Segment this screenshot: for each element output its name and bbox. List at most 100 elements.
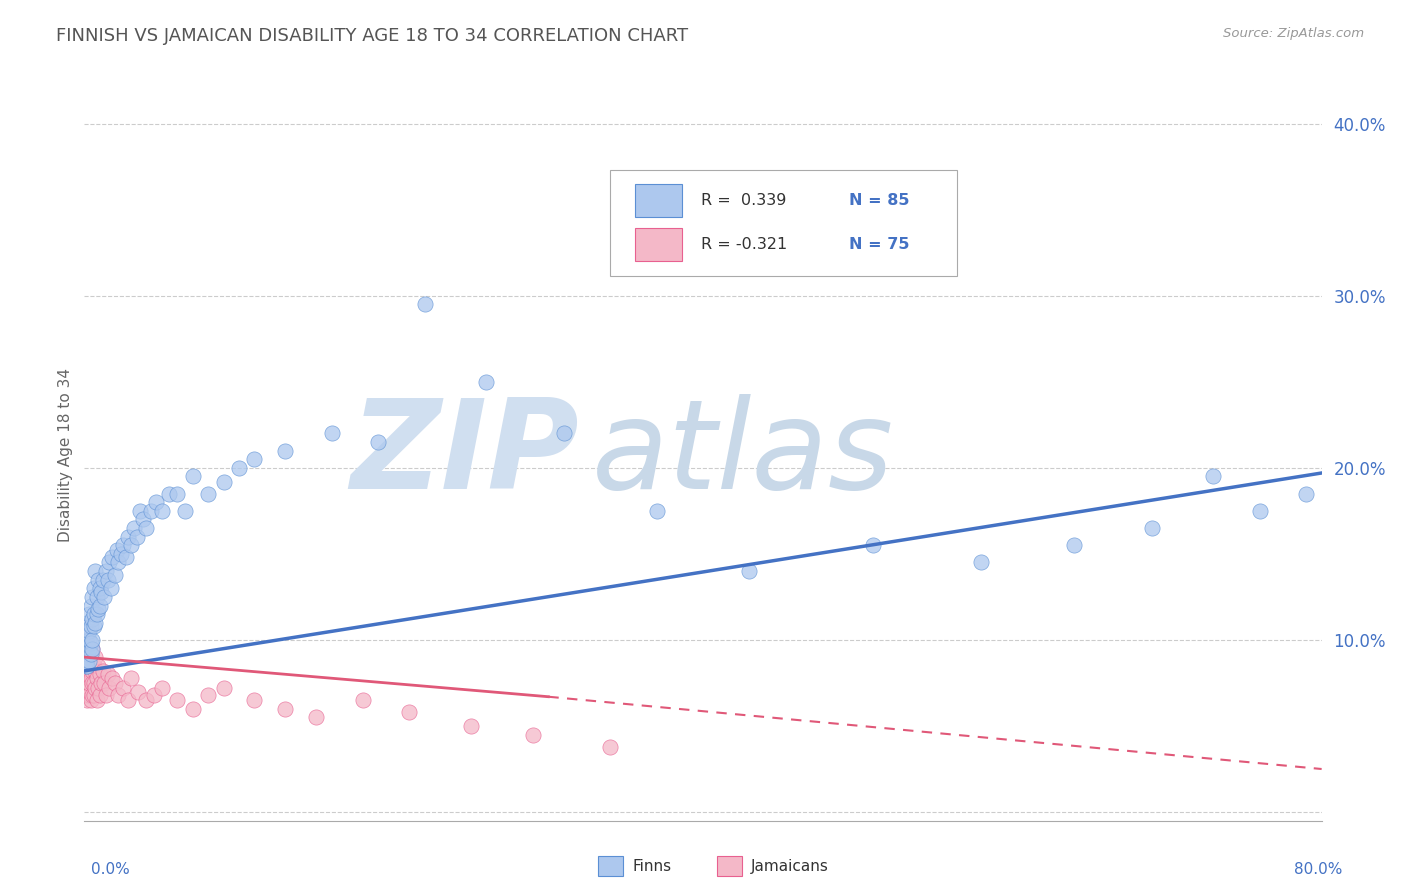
- Point: [181, 469, 204, 483]
- Point: [90, 676, 112, 690]
- Point: [1140, 521, 1163, 535]
- Point: [104, 676, 127, 690]
- Point: [105, 543, 128, 558]
- Point: [75, 667, 97, 681]
- Point: [86, 671, 108, 685]
- Point: [89, 582, 111, 596]
- Point: [76, 658, 98, 673]
- Point: [862, 538, 884, 552]
- Point: [522, 728, 544, 742]
- Point: [135, 521, 157, 535]
- Point: [77, 671, 100, 685]
- Point: [1249, 504, 1271, 518]
- Point: [87, 573, 110, 587]
- Point: [76, 636, 98, 650]
- Point: [96, 573, 118, 587]
- Point: [83, 688, 105, 702]
- Point: [75, 641, 97, 656]
- Point: [76, 693, 98, 707]
- Point: [243, 452, 266, 467]
- Point: [145, 495, 167, 509]
- Point: [76, 615, 98, 630]
- Point: [77, 632, 100, 647]
- Point: [86, 693, 108, 707]
- Point: [107, 556, 129, 570]
- Text: Finns: Finns: [633, 859, 672, 873]
- Point: [77, 641, 100, 656]
- Point: [159, 486, 180, 500]
- Point: [243, 693, 266, 707]
- Point: [738, 564, 761, 578]
- Point: [90, 584, 112, 599]
- Point: [75, 658, 97, 673]
- Point: [76, 681, 98, 695]
- Point: [1388, 564, 1406, 578]
- Point: [197, 688, 219, 702]
- Point: [94, 688, 117, 702]
- Text: 80.0%: 80.0%: [1295, 863, 1343, 877]
- Point: [76, 658, 98, 673]
- Point: [75, 688, 97, 702]
- Point: [91, 573, 114, 587]
- Point: [83, 619, 105, 633]
- Point: [117, 530, 139, 544]
- Point: [82, 664, 104, 678]
- Point: [86, 590, 108, 604]
- Point: [87, 658, 110, 673]
- Point: [76, 647, 98, 661]
- Point: [212, 681, 235, 695]
- Point: [1202, 469, 1225, 483]
- Point: [76, 641, 98, 656]
- Point: [83, 658, 105, 673]
- Point: [100, 582, 122, 596]
- Text: N = 85: N = 85: [849, 194, 910, 208]
- Text: Source: ZipAtlas.com: Source: ZipAtlas.com: [1223, 27, 1364, 40]
- Point: [79, 599, 101, 613]
- Point: [75, 654, 97, 668]
- Point: [117, 693, 139, 707]
- Point: [112, 538, 135, 552]
- Point: [83, 607, 105, 621]
- Point: [1063, 538, 1085, 552]
- Point: [83, 582, 105, 596]
- Point: [76, 624, 98, 639]
- Point: [82, 676, 104, 690]
- Point: [75, 664, 97, 678]
- Point: [352, 693, 374, 707]
- Text: Jamaicans: Jamaicans: [751, 859, 828, 873]
- Point: [101, 671, 124, 685]
- Point: [82, 641, 104, 656]
- Point: [79, 658, 101, 673]
- Point: [76, 650, 98, 665]
- Point: [212, 475, 235, 489]
- Point: [75, 647, 97, 661]
- Point: [197, 486, 219, 500]
- Text: atlas: atlas: [592, 394, 894, 516]
- Point: [77, 688, 100, 702]
- Point: [127, 684, 149, 698]
- Point: [79, 693, 101, 707]
- Point: [82, 641, 104, 656]
- Point: [86, 607, 108, 621]
- Point: [1295, 486, 1317, 500]
- Point: [174, 504, 197, 518]
- Point: [94, 564, 117, 578]
- Point: [75, 650, 97, 665]
- Point: [84, 650, 107, 665]
- Point: [91, 664, 114, 678]
- Point: [89, 599, 111, 613]
- Point: [77, 654, 100, 668]
- Point: [166, 486, 188, 500]
- Point: [84, 681, 107, 695]
- Point: [76, 671, 98, 685]
- Point: [181, 702, 204, 716]
- Point: [87, 681, 110, 695]
- Point: [122, 521, 145, 535]
- Point: [553, 426, 575, 441]
- Point: [143, 688, 166, 702]
- Point: [115, 550, 138, 565]
- Point: [84, 664, 107, 678]
- Point: [460, 719, 482, 733]
- Text: ZIP: ZIP: [350, 394, 579, 516]
- Point: [75, 636, 97, 650]
